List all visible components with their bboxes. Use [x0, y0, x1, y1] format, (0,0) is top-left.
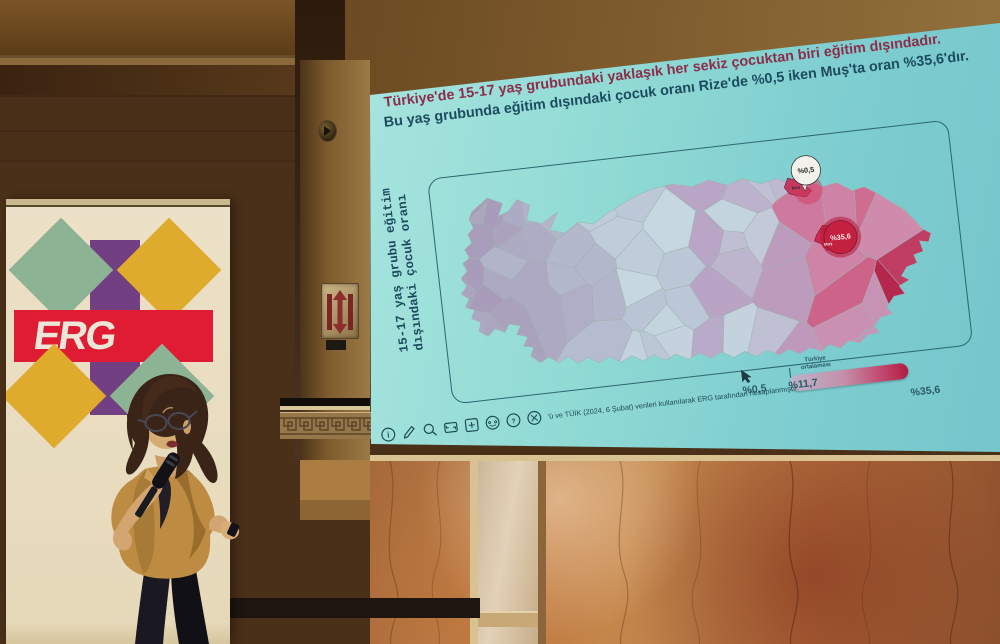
svg-text:Rize: Rize	[791, 185, 801, 191]
svg-text:i: i	[387, 430, 390, 439]
svg-text:%0,5: %0,5	[797, 165, 815, 176]
svg-text:?: ?	[511, 418, 516, 425]
svg-text:Muş: Muş	[824, 241, 833, 247]
